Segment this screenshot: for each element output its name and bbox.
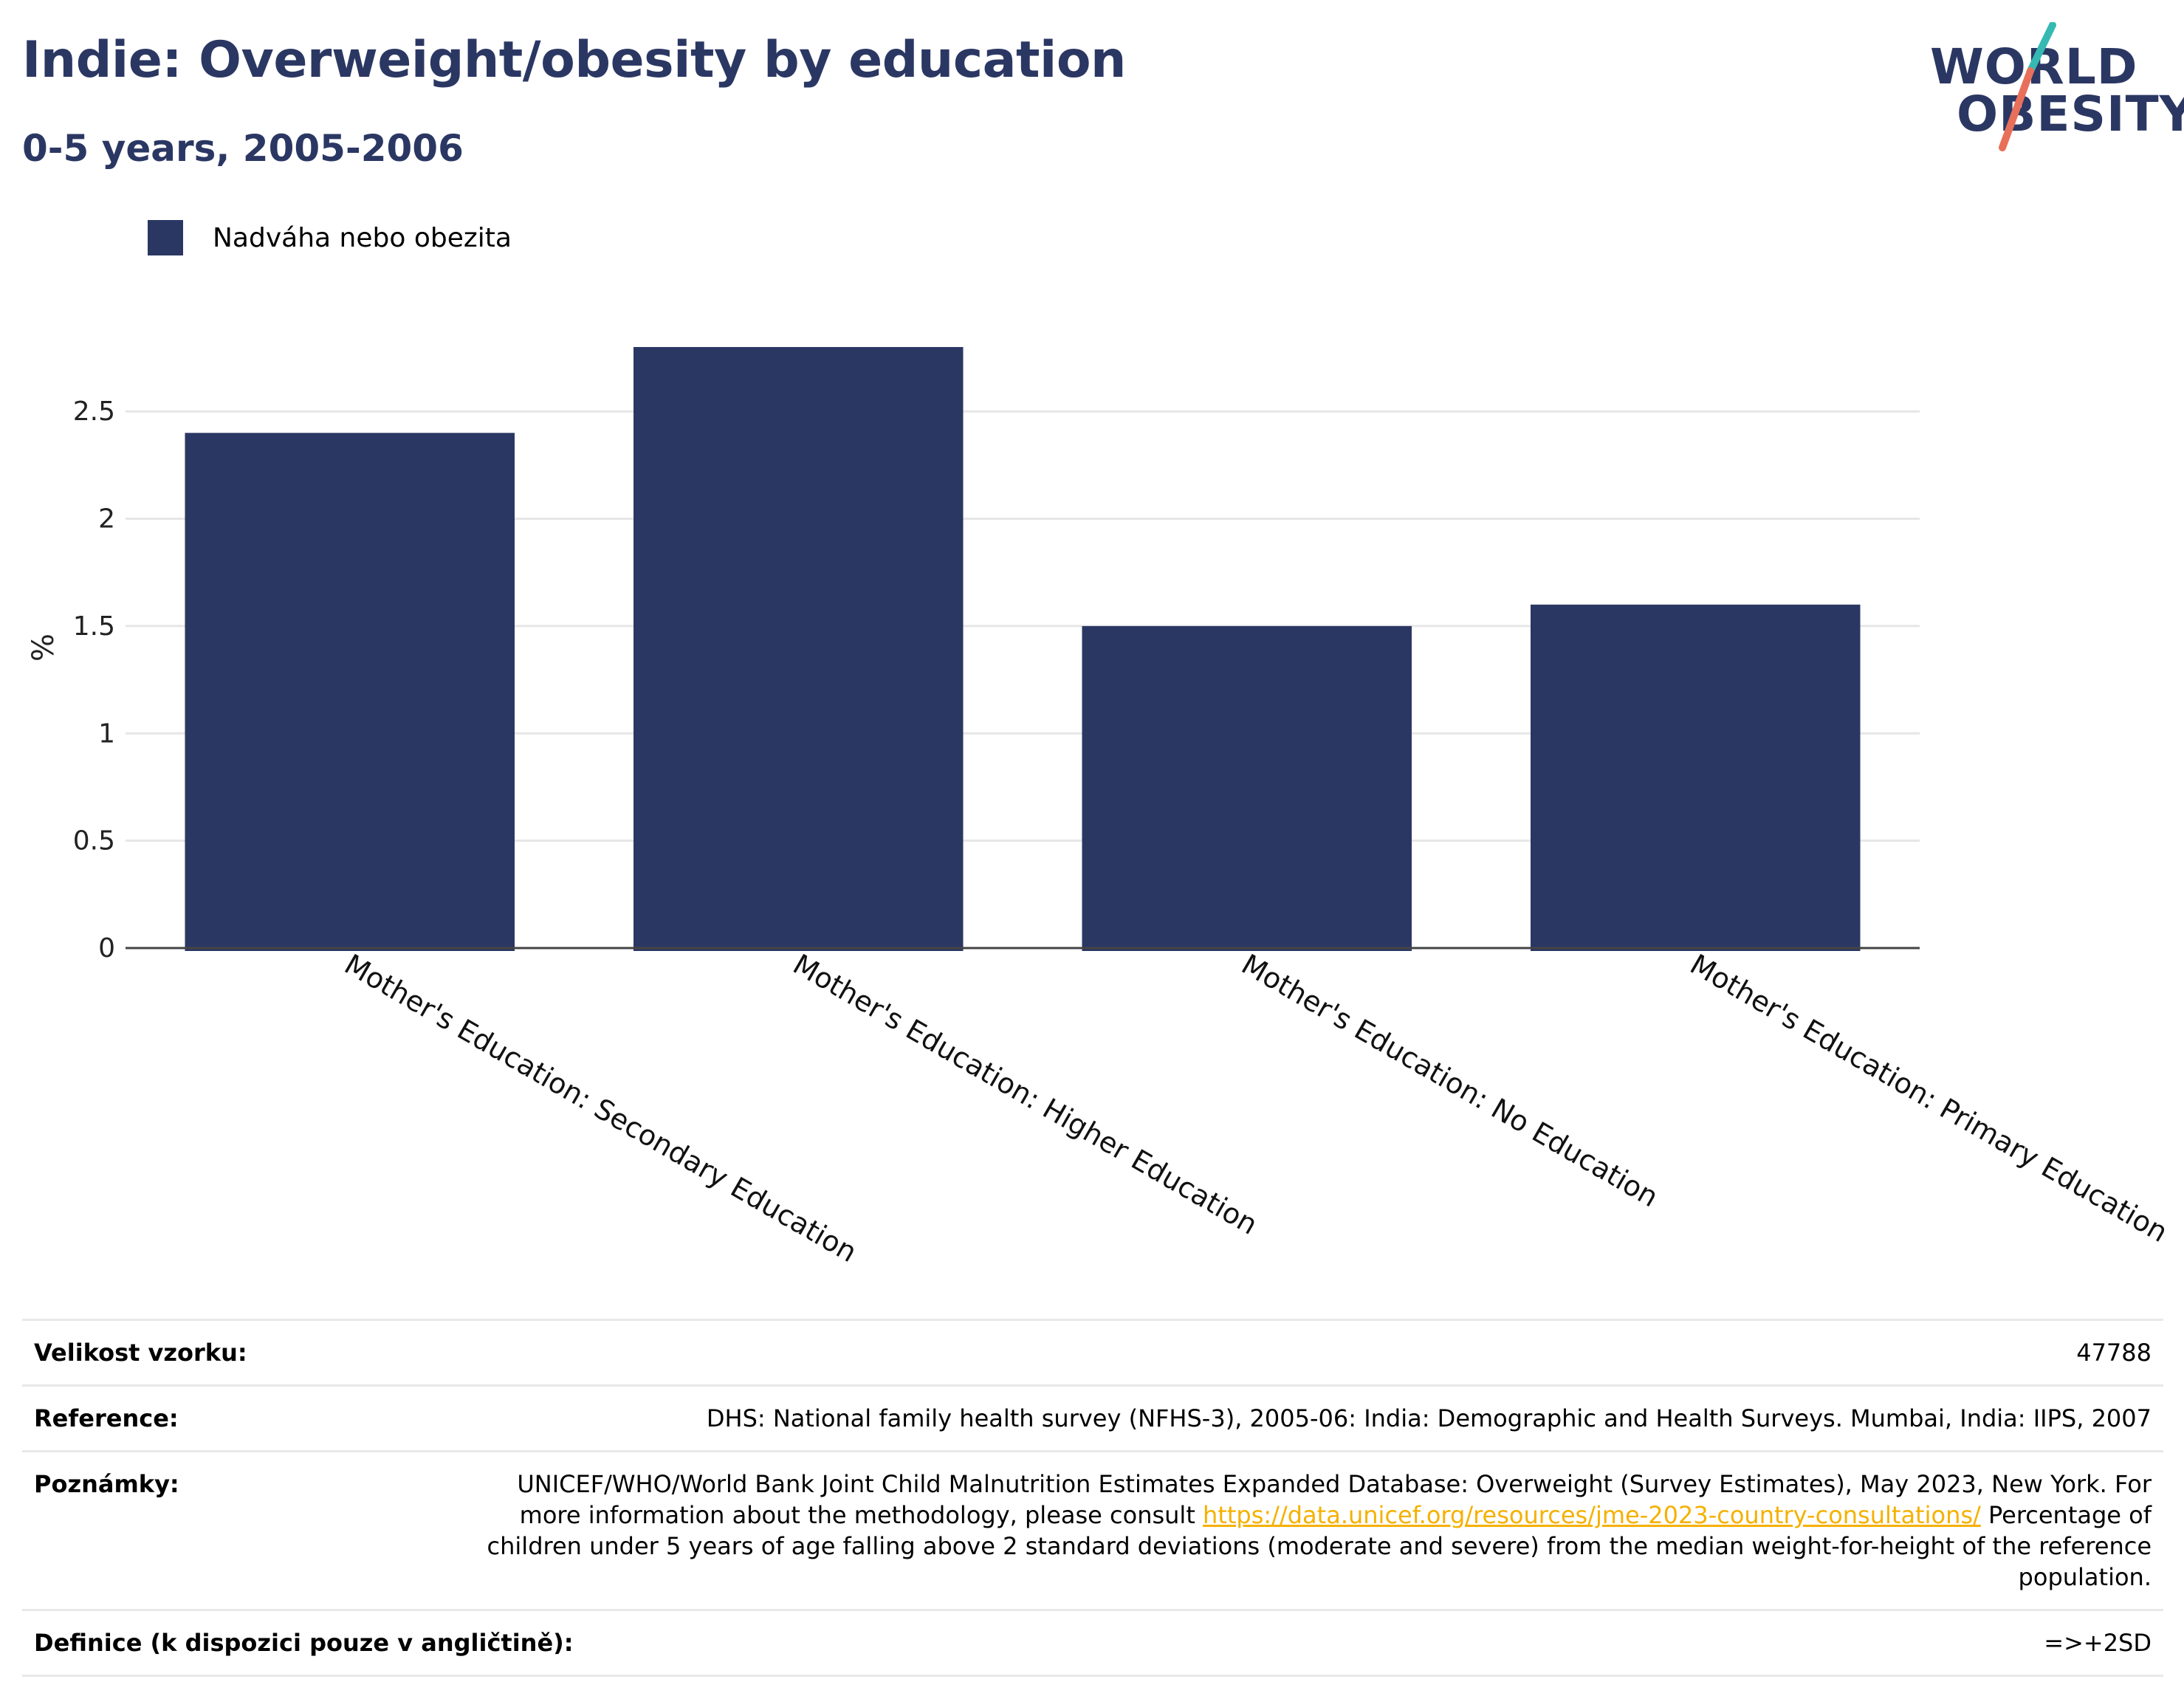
reference-label: Reference: <box>34 1404 179 1432</box>
chart-subtitle: 0-5 years, 2005-2006 <box>22 127 464 170</box>
y-axis-label: % <box>27 634 61 662</box>
chart-title: Indie: Overweight/obesity by education <box>22 31 1126 89</box>
bar <box>185 433 515 951</box>
info-row-reference: Reference: DHS: National family health s… <box>22 1384 2163 1450</box>
bar-chart: 0 0.5 1 1.5 2 2.5% Mother's Education: Seconda… <box>27 347 2174 1269</box>
notes-text-after: Percentage of children under 5 years of … <box>487 1501 2152 1591</box>
info-table: Velikost vzorku: 47788 Reference: DHS: N… <box>22 1319 2163 1677</box>
logo-slash-icon <box>1999 22 2056 151</box>
y-tick-label: 2 <box>98 504 115 535</box>
world-obesity-logo[interactable]: WORLD OBESITY <box>1920 22 2184 155</box>
sample-size-label: Velikost vzorku: <box>34 1339 247 1367</box>
notes-text-before: UNICEF/WHO/World Bank Joint Child Malnut… <box>517 1470 2152 1529</box>
methodology-link[interactable]: https://data.unicef.org/resources/jme-20… <box>1203 1501 1981 1529</box>
y-tick-label: 0 <box>98 933 115 964</box>
legend-swatch <box>148 220 183 255</box>
y-tick-label: 0.5 <box>73 826 115 856</box>
y-tick-label: 2.5 <box>73 396 115 427</box>
reference-value: DHS: National family health survey (NFHS… <box>706 1404 2152 1432</box>
info-row-definition: Definice (k dispozici pouze v angličtině… <box>22 1609 2163 1677</box>
info-row-sample-size: Velikost vzorku: 47788 <box>22 1319 2163 1384</box>
x-tick-label: Mother's Education: Secondary Education <box>339 948 862 1269</box>
bar <box>633 347 964 951</box>
logo-text-obesity: OBESITY <box>1957 86 2184 143</box>
bar <box>1530 604 1861 951</box>
sample-size-value: 47788 <box>2076 1339 2152 1367</box>
legend[interactable]: Nadváha nebo obezita <box>148 220 512 255</box>
x-tick-label: Mother's Education: Higher Education <box>788 948 1263 1241</box>
x-tick-label: Mother's Education: Primary Education <box>1685 948 2174 1249</box>
y-tick-label: 1.5 <box>73 611 115 642</box>
notes-label: Poznámky: <box>34 1470 179 1498</box>
x-tick-label: Mother's Education: No Education <box>1236 948 1663 1214</box>
legend-label: Nadváha nebo obezita <box>213 222 512 253</box>
definition-value: =>+2SD <box>2044 1629 2152 1657</box>
info-row-notes: Poznámky: UNICEF/WHO/World Bank Joint Ch… <box>22 1450 2163 1609</box>
y-tick-label: 1 <box>98 718 115 749</box>
definition-label: Definice (k dispozici pouze v angličtině… <box>34 1629 574 1657</box>
bar <box>1082 625 1412 951</box>
notes-value: UNICEF/WHO/World Bank Joint Child Malnut… <box>468 1469 2152 1593</box>
